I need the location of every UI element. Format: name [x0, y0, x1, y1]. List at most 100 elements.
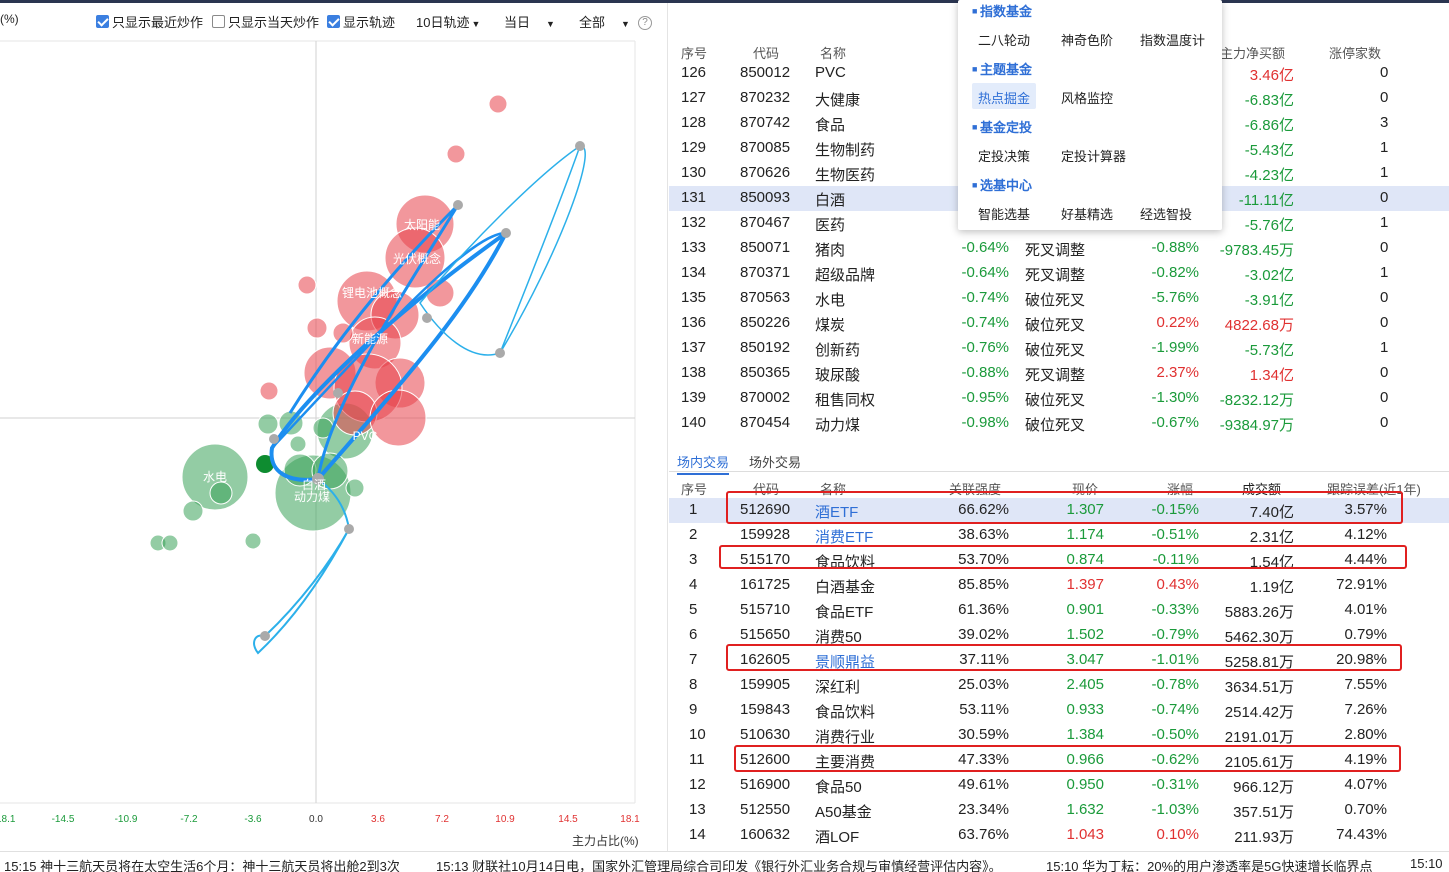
table-row[interactable]: 133 850071 猪肉 -0.64% 死叉调整 -0.88% -9783.45万 0 [669, 236, 1449, 261]
table-cell: 139 [681, 389, 707, 406]
table-cell: 消费行业 [815, 729, 876, 746]
table-cell: 5462.30万 [1224, 629, 1294, 646]
highlight-box [726, 491, 1403, 524]
col-code[interactable]: 代码 [753, 482, 780, 497]
table-row[interactable]: 135 870563 水电 -0.74% 破位死叉 -5.76% -3.91亿 0 [669, 286, 1449, 311]
table-row[interactable]: 6 515650 消费50 39.02% 1.502 -0.79% 5462.30万 0.79… [669, 623, 1449, 648]
col-idx[interactable]: 序号 [681, 46, 708, 61]
table-row[interactable]: 129 870085 生物制药 -5.43亿 1 [669, 136, 1449, 161]
table-cell: 13 [689, 801, 706, 818]
table-row[interactable]: 11 512600 主要消费 47.33% 0.966 -0.62% 2105.61万 4.1… [669, 748, 1449, 773]
x-tick-label: -7.2 [180, 814, 198, 825]
table-cell: 870563 [740, 289, 791, 306]
table-row[interactable]: 139 870002 租售同权 -0.95% 破位死叉 -1.30% -8232.12万 0 [669, 386, 1449, 411]
table-row[interactable]: 3 515170 食品饮料 53.70% 0.874 -0.11% 1.54亿 4.44% [669, 548, 1449, 573]
table-row[interactable]: 140 870454 动力煤 -0.98% 破位死叉 -0.67% -9384.97万 0 [669, 411, 1449, 436]
recent-hot-checkbox[interactable]: 只显示最近炒作 [96, 12, 203, 31]
scope-dropdown[interactable]: 全部 ▼ [579, 15, 630, 30]
col-change[interactable]: 涨幅 [1167, 482, 1194, 497]
table-row[interactable]: 132 870467 医药 -5.76亿 1 [669, 211, 1449, 236]
table-row[interactable]: 127 870232 大健康 -6.83亿 0 [669, 86, 1449, 111]
col-price[interactable]: 现价 [1072, 482, 1099, 497]
table-row[interactable]: 12 516900 食品50 49.61% 0.950 -0.31% 966.12万 4.07… [669, 773, 1449, 798]
table-cell: 132 [681, 214, 707, 231]
table-cell: 死叉调整 [1025, 242, 1086, 259]
table-row[interactable]: 137 850192 创新药 -0.76% 破位死叉 -1.99% -5.73亿 1 [669, 336, 1449, 361]
table-row[interactable]: 138 850365 玻尿酸 -0.88% 死叉调整 2.37% 1.34亿 0 [669, 361, 1449, 386]
table-row[interactable]: 5 515710 食品ETF 61.36% 0.901 -0.33% 5883.26万 4.0… [669, 598, 1449, 623]
table-row[interactable]: 7 162605 景顺鼎益 37.11% 3.047 -1.01% 5258.81万 20.9… [669, 648, 1449, 673]
bubble-plot[interactable]: 太阳能 光伏概念 锂电池概念 新能源 PVC 水电 白酒 动力煤 -18.1 -… [0, 3, 668, 851]
bubble [259, 381, 279, 401]
table-cell: 850012 [740, 64, 791, 81]
menu-item[interactable]: 指数温度计 [1140, 33, 1206, 48]
ticker-item[interactable]: 15:10 [1410, 856, 1443, 871]
today-hot-checkbox[interactable]: 只显示当天炒作 [212, 12, 319, 31]
table-cell: -0.50% [1151, 726, 1199, 743]
col-limit-up[interactable]: 涨停家数 [1329, 46, 1382, 61]
col-amount[interactable]: 成交额 [1242, 482, 1282, 497]
bubble [488, 94, 508, 114]
table-cell: 138 [681, 364, 707, 381]
menu-item[interactable]: 好基精选 [1061, 207, 1114, 222]
table-cell: -11.11亿 [1238, 192, 1294, 209]
track-range-dropdown[interactable]: 10日轨迹 ▼ [416, 15, 481, 30]
table-row[interactable]: 14 160632 酒LOF 63.76% 1.043 0.10% 211.93万 74.43… [669, 823, 1449, 848]
col-code[interactable]: 代码 [753, 46, 780, 61]
menu-item[interactable]: 神奇色阶 [1061, 33, 1114, 48]
bubble-label: 水电 [203, 470, 227, 484]
col-idx[interactable]: 序号 [681, 482, 708, 497]
help-icon[interactable]: ? [638, 16, 652, 30]
tab-onexchange[interactable]: 场内交易 [677, 452, 730, 475]
table-row[interactable]: 9 159843 食品饮料 53.11% 0.933 -0.74% 2514.42万 7.26… [669, 698, 1449, 723]
table-cell: 0.966 [1066, 751, 1104, 768]
table-row[interactable]: 2 159928 消费ETF 38.63% 1.174 -0.51% 2.31亿 4.12% [669, 523, 1449, 548]
col-name[interactable]: 名称 [820, 482, 847, 497]
col-tracking-error[interactable]: 跟踪误差(近1年) [1327, 482, 1421, 497]
menu-item[interactable]: 二八轮动 [978, 33, 1031, 48]
ticker-item[interactable]: 15:10 华为丁耘：20%的用户渗透率是5G快速增长临界点 [1046, 859, 1373, 872]
col-correlation[interactable]: 关联强度 [949, 482, 1002, 497]
menu-item[interactable]: 经选智投 [1140, 207, 1193, 222]
bubble[interactable] [256, 455, 274, 473]
bubble [369, 389, 427, 447]
sector-bubble-chart-panel: (%) 只显示最近炒作 只显示当天炒作 显示轨迹 10日轨迹 ▼ 当日 ▼ 全部 ▼ … [0, 3, 668, 851]
table-cell: 160632 [740, 826, 791, 843]
table-cell: 消费ETF [815, 529, 874, 546]
table-cell: 129 [681, 139, 707, 156]
table-cell: -0.74% [1151, 701, 1199, 718]
bubble [289, 435, 307, 453]
show-track-checkbox[interactable]: 显示轨迹 [327, 12, 395, 31]
table-row[interactable]: 126 850012 PVC 3.46亿 0 [669, 61, 1449, 86]
table-row[interactable]: 130 870626 生物医药 -4.23亿 1 [669, 161, 1449, 186]
table-cell: 870454 [740, 414, 791, 431]
table-cell: 128 [681, 114, 707, 131]
ticker-item[interactable]: 15:15 神十三航天员将在太空生活6个月：神十三航天员将出舱2到3次 [4, 859, 400, 872]
table-cell: 3634.51万 [1224, 679, 1294, 696]
menu-item[interactable]: 定投决策 [978, 149, 1031, 164]
menu-item[interactable]: 风格监控 [1061, 91, 1114, 106]
x-tick-label: -10.9 [115, 814, 138, 825]
table-row[interactable]: 134 870371 超级品牌 -0.64% 死叉调整 -0.82% -3.02亿 1 [669, 261, 1449, 286]
ticker-item[interactable]: 15:13 财联社10月14日电，国家外汇管理局综合司印发《银行外汇业务合规与审… [436, 859, 1002, 872]
table-row[interactable]: 4 161725 白酒基金 85.85% 1.397 0.43% 1.19亿 72.91% [669, 573, 1449, 598]
table-cell: 38.63% [958, 526, 1009, 543]
table-cell: 4.01% [1344, 601, 1387, 618]
table-cell: 39.02% [958, 626, 1009, 643]
table-row[interactable]: 136 850226 煤炭 -0.74% 破位死叉 0.22% 4822.68万 0 [669, 311, 1449, 336]
period-dropdown[interactable]: 当日 ▼ [504, 15, 555, 30]
table-row[interactable]: 8 159905 深红利 25.03% 2.405 -0.78% 3634.51万 7.55% [669, 673, 1449, 698]
table-row[interactable]: 128 870742 食品 -6.86亿 3 [669, 111, 1449, 136]
table-row[interactable]: 10 510630 消费行业 30.59% 1.384 -0.50% 2191.01万 2.8… [669, 723, 1449, 748]
table-cell: 2191.01万 [1224, 729, 1294, 746]
table-row[interactable]: 13 512550 A50基金 23.34% 1.632 -1.03% 357.51万 0.7… [669, 798, 1449, 823]
news-ticker[interactable]: 15:15 神十三航天员将在太空生活6个月：神十三航天员将出舱2到3次 15:1… [0, 851, 1449, 872]
rising-sector-bubbles[interactable] [259, 94, 508, 447]
menu-item[interactable]: 智能选基 [978, 207, 1031, 222]
tab-offexchange[interactable]: 场外交易 [749, 455, 802, 470]
col-net-buy[interactable]: 主力净买额 [1220, 46, 1286, 61]
table-row[interactable]: 1 512690 酒ETF 66.62% 1.307 -0.15% 7.40亿 3.57% [669, 498, 1449, 523]
col-name[interactable]: 名称 [820, 46, 847, 61]
menu-item[interactable]: 定投计算器 [1061, 149, 1127, 164]
menu-item[interactable]: 热点掘金 [972, 83, 1037, 109]
